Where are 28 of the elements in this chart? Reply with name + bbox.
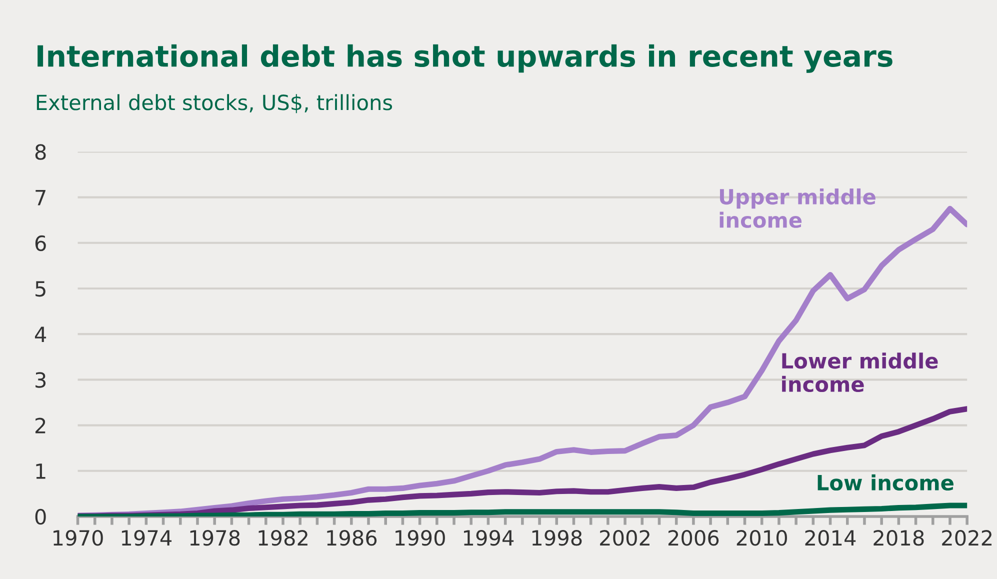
chart-title: International debt has shot upwards in recent years <box>38 44 892 73</box>
x-tick-label: 1982 <box>258 530 308 546</box>
y-tick-label: 6 <box>35 235 46 252</box>
y-tick-label: 2 <box>35 418 46 434</box>
y-tick-label: 1 <box>36 464 46 479</box>
x-tick-label: 2018 <box>874 530 924 546</box>
series-label: Lower middle income <box>782 352 938 392</box>
x-tick-label: 2010 <box>736 530 787 546</box>
y-tick-label: 4 <box>34 326 46 342</box>
x-tick-label: 1978 <box>190 530 240 546</box>
x-tick-label: 1974 <box>122 530 172 546</box>
x-tick-label: 1998 <box>532 530 582 546</box>
series-label: Low income <box>818 474 954 491</box>
series-label: Upper middle income <box>720 188 876 228</box>
x-tick-label: 1986 <box>327 530 377 546</box>
y-tick-label: 3 <box>36 372 46 388</box>
x-tick-label: 2022 <box>942 530 992 546</box>
x-tick-label: 1970 <box>54 530 103 546</box>
x-tick-label: 1990 <box>396 530 445 546</box>
y-tick-label: 7 <box>36 190 46 206</box>
y-tick-label: 5 <box>36 281 46 297</box>
y-tick-label: 8 <box>35 144 46 160</box>
x-tick-label: 1994 <box>464 530 514 546</box>
x-tick-label: 2014 <box>805 530 856 546</box>
chart-subtitle: External debt stocks, US$, trillions <box>36 94 392 114</box>
x-tick-label: 2002 <box>600 530 650 546</box>
y-tick-label: 0 <box>35 508 46 525</box>
x-tick-label: 2006 <box>668 530 719 546</box>
